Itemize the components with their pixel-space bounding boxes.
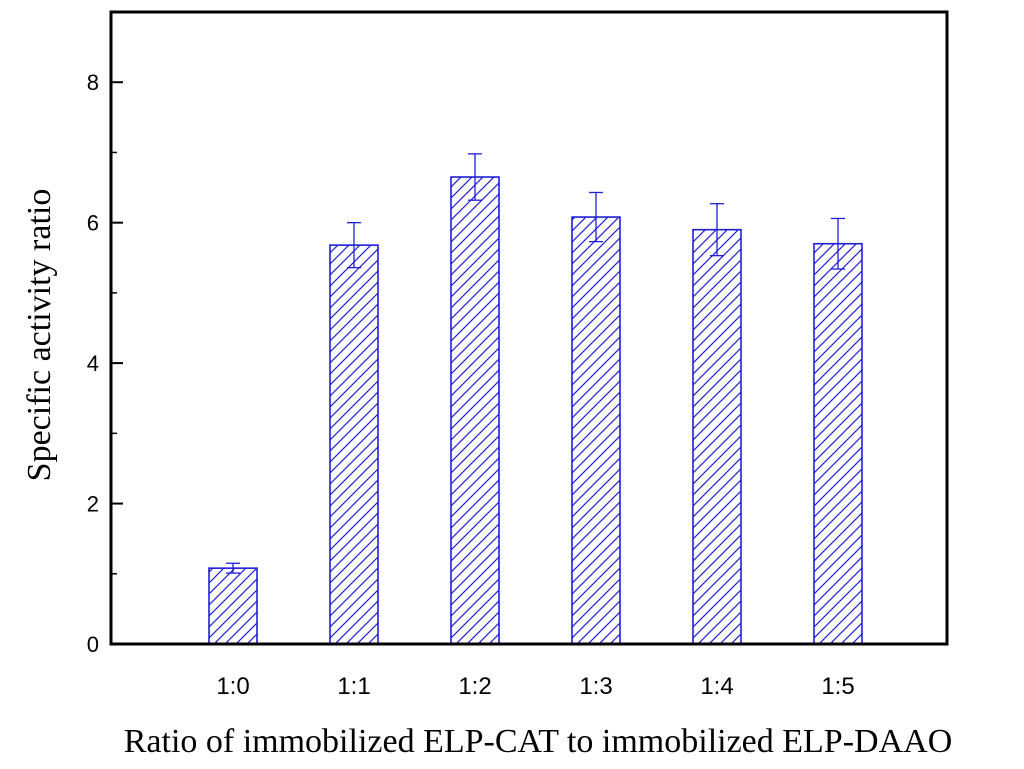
- error-bar-1:4: [710, 203, 724, 257]
- bars-layer: [208, 176, 863, 645]
- bar-1:4: [692, 228, 742, 645]
- y-tick-label: 6: [87, 211, 99, 236]
- bar-1:5: [813, 242, 863, 645]
- x-tick-label: 1:5: [821, 673, 854, 700]
- error-bar-1:1: [347, 222, 361, 269]
- bar-1:2: [450, 176, 500, 645]
- x-tick-label: 1:2: [458, 673, 491, 700]
- x-tick-label: 1:1: [337, 673, 370, 700]
- x-tick-label: 1:0: [216, 673, 249, 700]
- x-tick-label: 1:3: [579, 673, 612, 700]
- y-tick-label: 4: [87, 351, 99, 376]
- plot-frame: [109, 10, 949, 646]
- error-bar-1:5: [831, 217, 845, 270]
- y-tick-label: 0: [87, 632, 99, 657]
- bar-1:1: [329, 244, 379, 645]
- y-tick-label: 2: [87, 492, 99, 517]
- x-axis-tick-labels: 1:0 1:1 1:2 1:3 1:4 1:5: [216, 673, 854, 700]
- error-bar-1:3: [589, 191, 603, 243]
- error-bar-1:0: [226, 562, 240, 574]
- bar-1:3: [571, 216, 621, 645]
- y-tick-label: 8: [87, 70, 99, 95]
- error-bar-1:2: [468, 153, 482, 201]
- y-axis-ticks: 0 2 4 6 8: [87, 70, 123, 657]
- error-bars-layer: [226, 153, 845, 574]
- x-tick-label: 1:4: [700, 673, 733, 700]
- bar-1:0: [208, 567, 258, 645]
- y-axis-title: Specific activity ratio: [21, 189, 58, 482]
- x-axis-title: Ratio of immobilized ELP-CAT to immobili…: [124, 723, 953, 760]
